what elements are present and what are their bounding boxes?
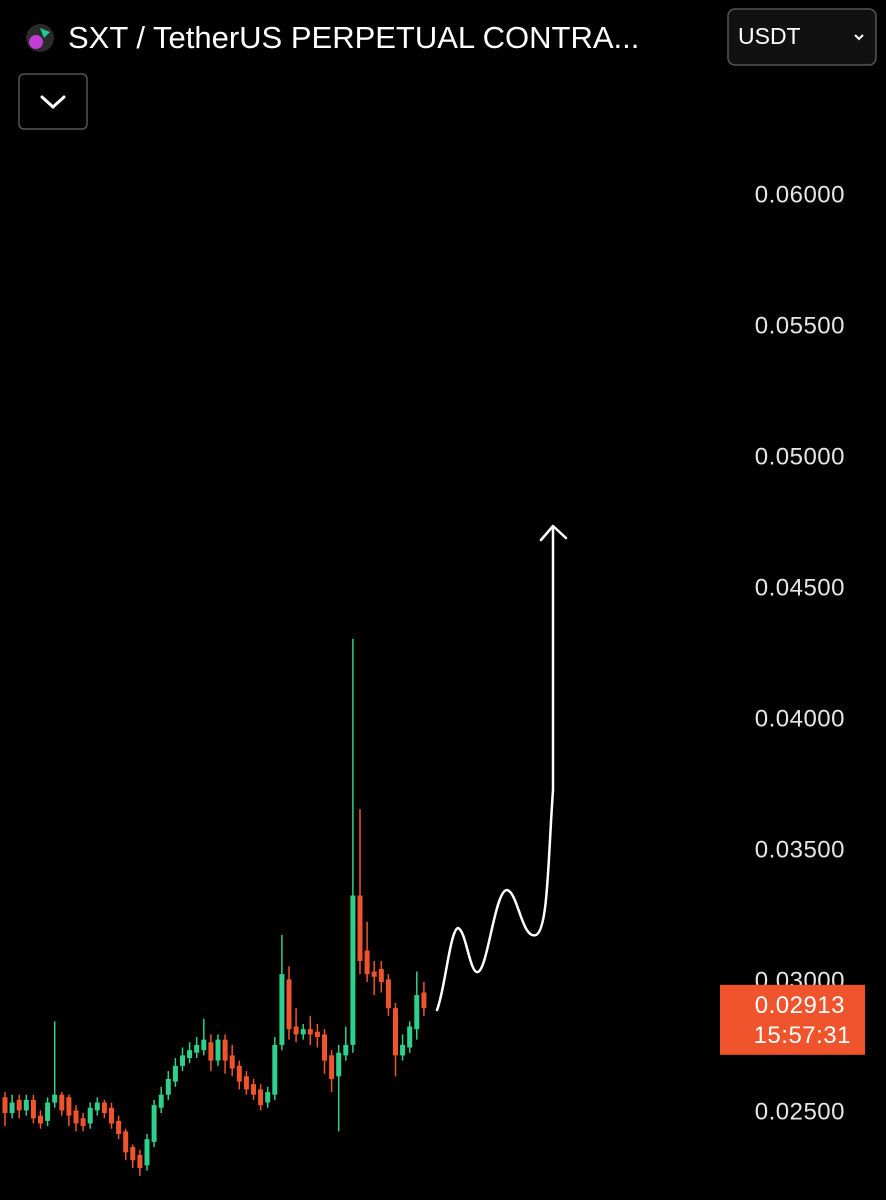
candle-body (158, 1094, 164, 1108)
candle-body (180, 1055, 185, 1066)
candle-body (357, 895, 363, 962)
coin-icon-dot (29, 35, 43, 49)
candle-body (52, 1094, 58, 1103)
candle-body (45, 1102, 51, 1121)
currency-label: USDT (738, 23, 801, 49)
candle-body (414, 995, 420, 1030)
candle-body (371, 971, 377, 977)
candle-body (272, 1044, 278, 1095)
candle-body (258, 1089, 264, 1106)
y-tick-label: 0.04000 (755, 705, 845, 732)
candle-body (130, 1147, 136, 1161)
candle-body (279, 974, 285, 1045)
candle-body (286, 979, 292, 1030)
candle-body (94, 1102, 100, 1111)
candle-body (329, 1055, 335, 1079)
candle-body (16, 1099, 22, 1111)
candle-body (265, 1092, 271, 1103)
candle-body (194, 1044, 200, 1053)
candle-body (314, 1031, 320, 1038)
expand-chevron (40, 95, 66, 110)
candle-body (322, 1034, 327, 1061)
candle-body (30, 1099, 36, 1119)
candle-body (378, 968, 384, 983)
candle-body (123, 1131, 129, 1153)
candle-body (293, 1026, 299, 1035)
y-tick-label: 0.05500 (755, 312, 845, 339)
candle-body (400, 1044, 406, 1056)
y-tick-label: 0.06000 (755, 181, 845, 208)
candle-body (336, 1052, 342, 1077)
candle-body (165, 1078, 171, 1095)
candle-body (307, 1029, 313, 1035)
candle-body (144, 1139, 150, 1166)
candle-body (421, 992, 427, 1009)
candle-body (137, 1154, 143, 1169)
price-tag-layer: 0.02913 15:57:31 (720, 984, 865, 1055)
candle-body (215, 1039, 221, 1061)
candle-body (208, 1042, 214, 1061)
y-tick-label: 0.03500 (755, 836, 845, 863)
y-tick-label: 0.05000 (755, 443, 845, 470)
candle-body (343, 1044, 349, 1056)
candle-body (407, 1026, 413, 1048)
candle-body (187, 1050, 193, 1058)
last-price-label: 0.02913 (755, 992, 845, 1019)
last-price-tag (720, 984, 865, 1055)
candle-body (23, 1099, 29, 1111)
candle-body (109, 1107, 114, 1124)
select-chevron (854, 34, 864, 41)
candle-body (243, 1076, 249, 1090)
countdown-label: 15:57:31 (754, 1022, 851, 1049)
candle-body (116, 1120, 122, 1134)
candle-body (236, 1065, 242, 1082)
chart-title: SXT / TetherUS PERPETUAL CONTRA... (68, 20, 639, 55)
annotation-arrow (435, 524, 568, 1012)
candle-body (364, 950, 370, 975)
candle-body (229, 1055, 235, 1069)
coin-icon-badge (40, 28, 50, 38)
y-tick-label: 0.02500 (755, 1098, 845, 1125)
candle-body (151, 1105, 157, 1142)
candle-body (172, 1065, 178, 1082)
candle-body (201, 1039, 207, 1051)
candle-body (66, 1097, 72, 1116)
candle-body (300, 1029, 306, 1035)
candle-body (80, 1118, 86, 1127)
candle-body (385, 979, 391, 1009)
plot-area: 0.025000.030000.035000.040000.045000.050… (2, 181, 866, 1176)
candle-body (9, 1102, 15, 1114)
candle-body (87, 1107, 93, 1124)
candle-body (59, 1094, 65, 1111)
candle-body (101, 1102, 107, 1114)
y-tick-label: 0.04500 (755, 574, 845, 601)
expand-button[interactable] (18, 73, 88, 130)
currency-select[interactable] (727, 8, 877, 66)
candle-body (350, 895, 356, 1045)
candle-body (251, 1084, 256, 1095)
candle-body (2, 1097, 8, 1114)
candle-body (222, 1039, 228, 1061)
candle-body (393, 1008, 398, 1056)
candle-body (73, 1110, 79, 1124)
candle-body (38, 1115, 43, 1124)
